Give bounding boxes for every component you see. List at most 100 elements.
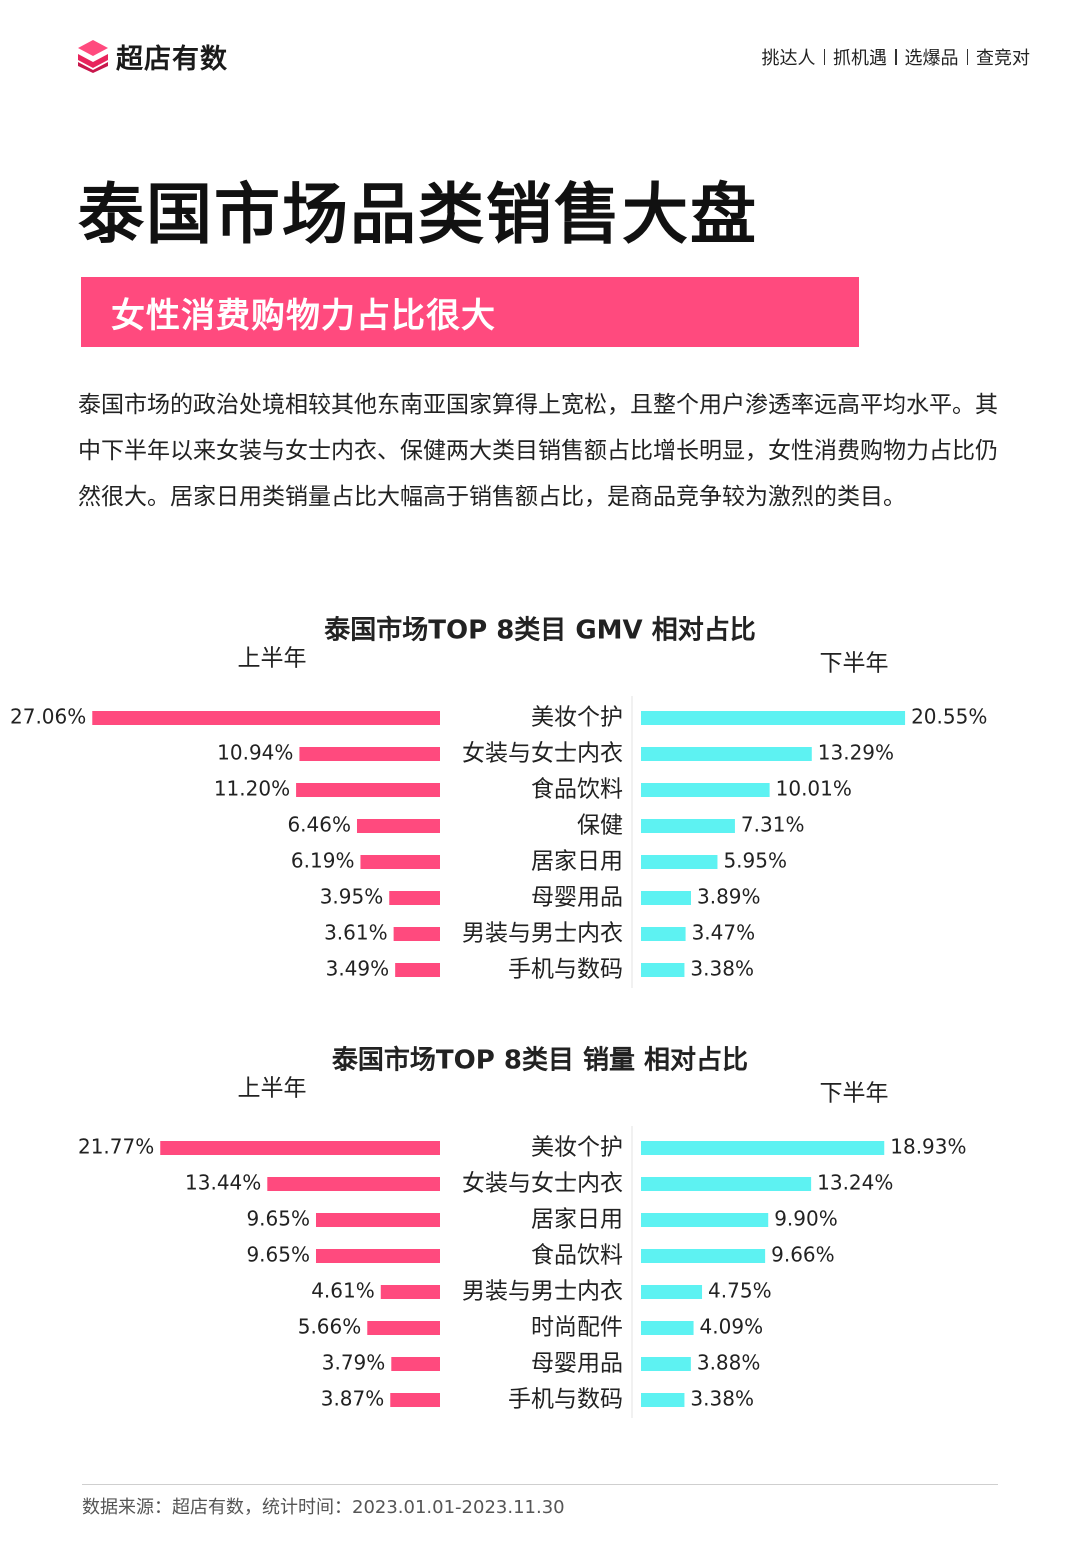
value-label-first-half: 11.20%: [214, 777, 290, 801]
category-label: 食品饮料: [531, 777, 623, 803]
bar-first-half: [360, 855, 440, 869]
value-label-second-half: 9.90%: [774, 1207, 838, 1231]
category-label: 居家日用: [531, 849, 623, 875]
category-label: 母婴用品: [531, 885, 623, 911]
bar-first-half: [391, 1357, 440, 1371]
bar-second-half: [641, 963, 685, 977]
bar-second-half: [641, 1285, 703, 1299]
category-label: 居家日用: [531, 1207, 623, 1233]
value-label-first-half: 5.66%: [298, 1315, 362, 1339]
bar-second-half: [641, 711, 906, 725]
value-label-first-half: 3.61%: [324, 921, 388, 945]
legend-second-half: 下半年: [820, 1081, 889, 1107]
nav-item-find-influencer[interactable]: 挑达人: [761, 48, 816, 69]
value-label-first-half: 6.19%: [291, 849, 355, 873]
category-label: 美妆个护: [531, 705, 623, 731]
value-label-second-half: 10.01%: [776, 777, 852, 801]
bar-second-half: [641, 1249, 766, 1263]
value-label-second-half: 3.89%: [697, 885, 761, 909]
bar-second-half: [641, 1177, 812, 1191]
value-label-second-half: 13.29%: [818, 741, 894, 765]
value-label-first-half: 3.79%: [322, 1351, 386, 1375]
top-nav: 挑达人 抓机遇 选爆品 查竞对: [762, 44, 1031, 70]
bar-first-half: [395, 963, 440, 977]
value-label-second-half: 4.09%: [700, 1315, 764, 1339]
bar-second-half: [641, 1213, 769, 1227]
category-label: 手机与数码: [508, 957, 623, 983]
subtitle-text: 女性消费购物力占比很大: [111, 295, 496, 336]
value-label-second-half: 3.38%: [690, 957, 754, 981]
nav-separator: [895, 49, 897, 65]
bar-second-half: [641, 783, 770, 797]
value-label-second-half: 3.47%: [692, 921, 756, 945]
brand[interactable]: 超店有数: [76, 36, 228, 76]
nav-item-hot-products[interactable]: 选爆品: [904, 48, 959, 69]
brand-logo-icon: [78, 40, 108, 73]
bar-first-half: [315, 1249, 440, 1263]
legend-second-half: 下半年: [820, 651, 889, 677]
value-label-second-half: 18.93%: [890, 1135, 966, 1159]
bar-first-half: [299, 747, 440, 761]
value-label-second-half: 13.24%: [817, 1171, 893, 1195]
brand-name: 超店有数: [116, 43, 228, 75]
value-label-second-half: 3.38%: [690, 1387, 754, 1411]
chart-title: 泰国市场TOP 8类目 GMV 相对占比: [324, 615, 755, 646]
bar-first-half: [356, 819, 440, 833]
bar-second-half: [641, 747, 812, 761]
value-label-second-half: 5.95%: [723, 849, 787, 873]
value-label-second-half: 20.55%: [911, 705, 987, 729]
value-label-first-half: 3.95%: [320, 885, 384, 909]
value-label-second-half: 7.31%: [741, 813, 805, 837]
legend-first-half: 上半年: [238, 646, 307, 672]
legend-first-half: 上半年: [238, 1076, 307, 1102]
data-source-note: 数据来源：超店有数，统计时间：2023.01.01-2023.11.30: [82, 1497, 565, 1518]
bar-first-half: [380, 1285, 440, 1299]
nav-separator: [823, 49, 825, 65]
category-label: 时尚配件: [531, 1315, 623, 1341]
bar-second-half: [641, 819, 735, 833]
value-label-first-half: 13.44%: [185, 1171, 261, 1195]
value-label-first-half: 21.77%: [78, 1135, 154, 1159]
bar-second-half: [641, 1321, 694, 1335]
category-label: 女装与女士内衣: [462, 741, 623, 767]
category-label: 美妆个护: [531, 1135, 623, 1161]
page-title: 泰国市场品类销售大盘: [78, 176, 758, 253]
value-label-first-half: 3.87%: [321, 1387, 385, 1411]
bar-first-half: [393, 927, 440, 941]
footer-divider: [82, 1484, 998, 1485]
value-label-second-half: 9.66%: [771, 1243, 835, 1267]
bar-second-half: [641, 1393, 685, 1407]
category-label: 母婴用品: [531, 1351, 623, 1377]
bar-second-half: [641, 927, 686, 941]
subtitle-banner: 女性消费购物力占比很大: [81, 277, 859, 347]
value-label-first-half: 9.65%: [246, 1207, 310, 1231]
value-label-first-half: 6.46%: [287, 813, 351, 837]
bar-second-half: [641, 855, 718, 869]
bar-first-half: [267, 1177, 440, 1191]
category-label: 女装与女士内衣: [462, 1171, 623, 1197]
category-label: 食品饮料: [531, 1243, 623, 1269]
category-label: 手机与数码: [508, 1387, 623, 1413]
value-label-first-half: 27.06%: [10, 705, 86, 729]
value-label-second-half: 3.88%: [697, 1351, 761, 1375]
bar-first-half: [315, 1213, 440, 1227]
bar-first-half: [367, 1321, 440, 1335]
value-label-first-half: 9.65%: [246, 1243, 310, 1267]
nav-item-opportunity[interactable]: 抓机遇: [833, 48, 887, 69]
bar-second-half: [641, 891, 691, 905]
category-label: 男装与男士内衣: [462, 921, 623, 947]
value-label-first-half: 4.61%: [311, 1279, 375, 1303]
bar-first-half: [390, 1393, 440, 1407]
bar-first-half: [389, 891, 440, 905]
category-label: 保健: [577, 813, 623, 839]
value-label-second-half: 4.75%: [708, 1279, 772, 1303]
nav-separator: [966, 49, 968, 65]
intro-paragraph: 泰国市场的政治处境相较其他东南亚国家算得上宽松，且整个用户渗透率远高平均水平。其…: [78, 392, 998, 510]
bar-first-half: [160, 1141, 440, 1155]
chart-title: 泰国市场TOP 8类目 销量 相对占比: [332, 1045, 748, 1076]
nav-item-competitors[interactable]: 查竞对: [976, 48, 1030, 69]
bar-second-half: [641, 1357, 691, 1371]
bar-first-half: [92, 711, 441, 725]
